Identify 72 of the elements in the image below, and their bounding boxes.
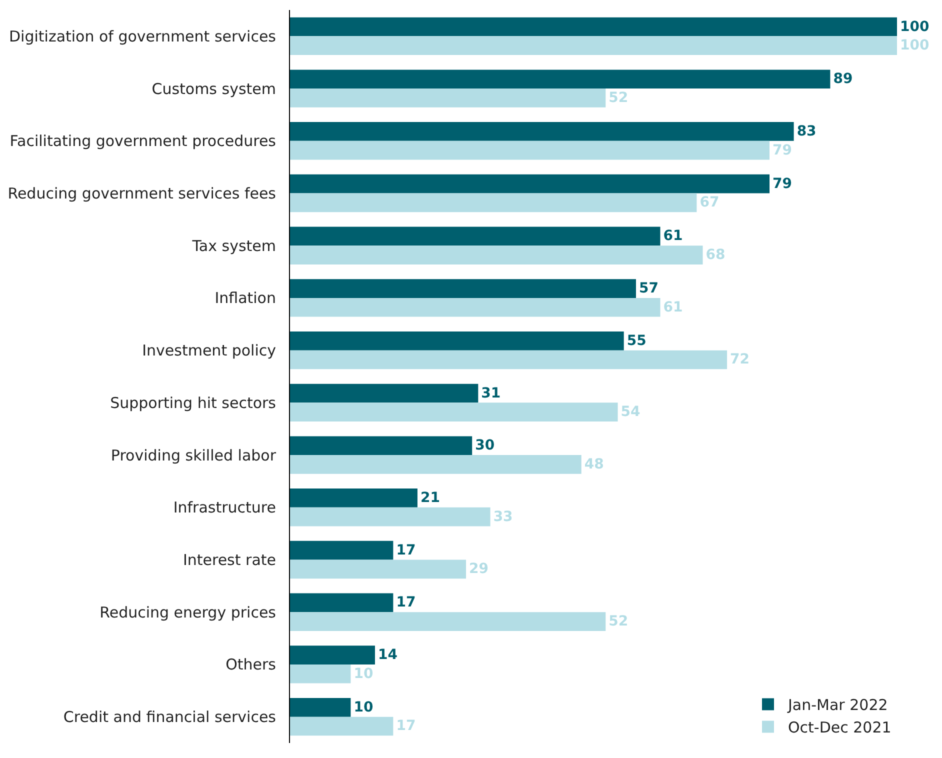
bar xyxy=(290,593,394,612)
bar xyxy=(290,350,728,370)
data-label: 55 xyxy=(626,332,646,349)
data-label: 61 xyxy=(663,228,683,244)
bar xyxy=(290,646,375,664)
bar xyxy=(290,174,770,194)
legend-label: Oct-Dec 2021 xyxy=(788,718,892,737)
y-tick-label: Providing skilled labor xyxy=(110,446,277,464)
data-label: 54 xyxy=(620,404,641,420)
data-label: 48 xyxy=(584,456,604,472)
y-tick-label: Credit and financial services xyxy=(63,708,276,726)
data-label: 17 xyxy=(396,718,416,734)
data-label: 52 xyxy=(608,90,628,106)
y-tick-label: Investment policy xyxy=(142,342,276,360)
y-tick-label: Supporting hit sectors xyxy=(110,394,276,412)
data-label: 17 xyxy=(396,542,416,558)
bar xyxy=(290,331,624,350)
data-label: 61 xyxy=(663,299,683,316)
data-label: 89 xyxy=(833,71,853,88)
bar xyxy=(290,507,490,526)
bar xyxy=(290,193,697,212)
bar xyxy=(290,402,618,422)
data-label: 57 xyxy=(638,280,658,297)
bar xyxy=(290,612,606,631)
bar xyxy=(290,664,351,684)
data-label: 52 xyxy=(608,614,628,630)
data-label: 67 xyxy=(700,194,720,211)
data-label: 21 xyxy=(420,490,440,506)
bar xyxy=(290,279,636,298)
bar xyxy=(290,436,472,456)
data-label: 68 xyxy=(706,247,726,264)
bar xyxy=(290,560,466,579)
data-label: 17 xyxy=(396,594,416,611)
y-tick-label: Infrastructure xyxy=(173,498,276,517)
y-tick-label: Others xyxy=(226,656,276,674)
data-label: 10 xyxy=(354,666,374,682)
data-label: 30 xyxy=(475,438,495,454)
y-tick-label: Interest rate xyxy=(182,551,276,569)
y-tick-label: Digitization of government services xyxy=(8,27,276,46)
bar xyxy=(290,384,478,403)
y-tick-label: Reducing energy prices xyxy=(100,603,276,622)
data-label: 79 xyxy=(772,176,792,192)
bar xyxy=(290,540,394,560)
bar xyxy=(290,488,418,508)
bar xyxy=(290,455,582,474)
legend-label: Jan-Mar 2022 xyxy=(787,696,888,714)
bar xyxy=(290,88,606,108)
data-label: 83 xyxy=(796,123,816,140)
bar xyxy=(290,298,660,317)
y-tick-label: Inflation xyxy=(214,289,276,308)
data-label: 31 xyxy=(481,385,501,402)
data-label: 72 xyxy=(730,352,750,368)
data-label: 100 xyxy=(900,18,930,35)
bar xyxy=(290,122,794,141)
bar xyxy=(290,226,660,246)
bar xyxy=(290,698,351,717)
data-label: 33 xyxy=(493,508,513,525)
bar xyxy=(290,140,770,160)
data-label: 10 xyxy=(354,699,374,716)
data-label: 100 xyxy=(900,38,930,54)
bar xyxy=(290,36,897,56)
data-label: 29 xyxy=(469,561,489,578)
y-tick-label: Facilitating government procedures xyxy=(10,132,276,150)
bar xyxy=(290,17,897,36)
bar xyxy=(290,246,703,264)
y-tick-label: Tax system xyxy=(191,236,276,255)
y-tick-label: Reducing government services fees xyxy=(8,184,276,202)
bar xyxy=(290,716,394,736)
bar xyxy=(290,70,830,89)
data-label: 14 xyxy=(378,647,398,664)
y-tick-label: Customs system xyxy=(152,80,276,98)
data-label: 79 xyxy=(772,142,792,158)
